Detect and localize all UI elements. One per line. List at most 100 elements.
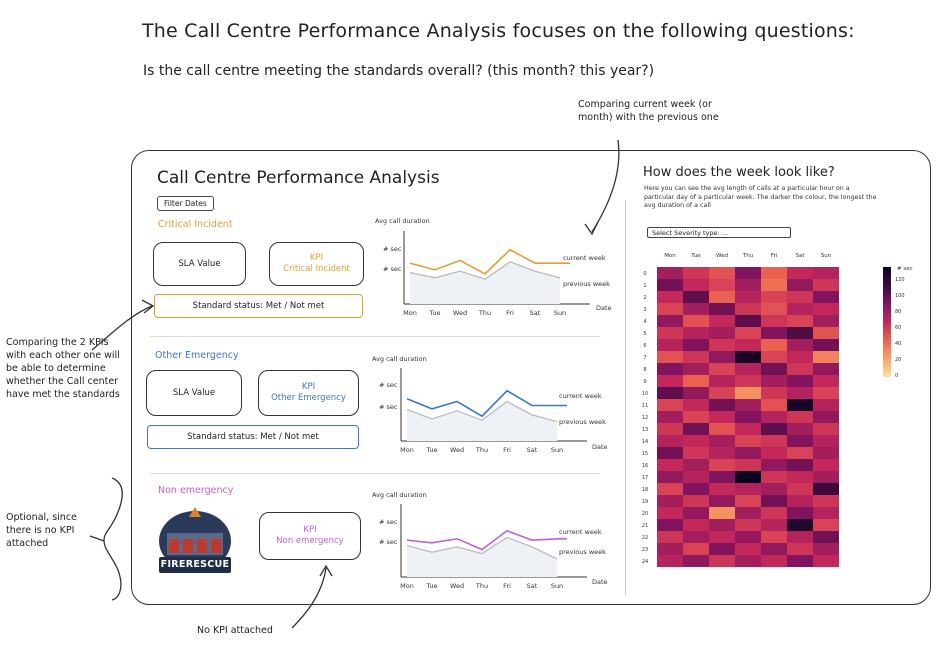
legend-previous-non-emergency: previous week <box>559 548 606 556</box>
heatmap-cell <box>761 519 787 531</box>
heatmap-cell <box>813 399 839 411</box>
heatmap-hour-label: 2 <box>643 295 646 301</box>
heatmap-cell <box>787 519 813 531</box>
chart-title-other: Avg call duration <box>372 355 427 363</box>
heatmap-description: Here you can see the avg length of calls… <box>644 185 877 209</box>
sla-value-label: SLA Value <box>172 387 216 398</box>
heatmap-hour-label: 0 <box>643 271 646 277</box>
legend-current-non-emergency: current week <box>559 528 602 536</box>
severity-select-label: Select Severity type: ... <box>652 229 729 237</box>
y-label-bottom-critical: # sec <box>383 265 402 273</box>
heatmap-cell <box>735 495 761 507</box>
heatmap-cell <box>683 459 709 471</box>
previous-week-area <box>407 537 557 577</box>
heatmap-hour-label: 16 <box>642 463 648 469</box>
heatmap-cell <box>813 279 839 291</box>
heatmap-cell <box>813 459 839 471</box>
heatmap-cell <box>761 267 787 279</box>
section-title-critical: Critical Incident <box>158 219 233 230</box>
heatmap-cell <box>761 459 787 471</box>
heatmap-cell <box>813 447 839 459</box>
heatmap-legend-tick: 40 <box>895 341 901 347</box>
heatmap-cell <box>683 423 709 435</box>
kpi-label: KPI <box>309 253 324 263</box>
x-axis-label-critical: Date <box>596 304 612 312</box>
severity-select[interactable]: Select Severity type: ... <box>647 227 791 238</box>
heatmap-day-label: Fri <box>771 253 778 259</box>
heatmap-cell <box>735 531 761 543</box>
heatmap-hour-label: 15 <box>642 451 648 457</box>
heatmap-cell <box>683 267 709 279</box>
heatmap-cell <box>657 555 683 567</box>
heatmap-cell <box>709 459 735 471</box>
x-tick-label: Sun <box>551 582 563 590</box>
heatmap-cell <box>709 279 735 291</box>
heatmap-cell <box>657 435 683 447</box>
note-optional: Optional, since there is no KPI attached <box>6 512 77 549</box>
heatmap-cell <box>683 363 709 375</box>
heatmap-cell <box>709 303 735 315</box>
x-tick-label: Sun <box>554 309 566 317</box>
heatmap-cell <box>787 447 813 459</box>
heatmap-cell <box>683 531 709 543</box>
note-no-kpi: No KPI attached <box>197 625 273 636</box>
x-tick-label: Sat <box>530 309 541 317</box>
heatmap-cell <box>735 447 761 459</box>
heatmap-cell <box>813 483 839 495</box>
heatmap-cell <box>813 435 839 447</box>
heatmap-cell <box>787 495 813 507</box>
heatmap-day-label: Sun <box>821 253 832 259</box>
heatmap-legend-tick: 0 <box>895 373 898 379</box>
heatmap-cell <box>709 327 735 339</box>
heatmap-hour-label: 18 <box>642 487 648 493</box>
heatmap-cell <box>735 471 761 483</box>
heatmap-cell <box>683 315 709 327</box>
heatmap-cell <box>761 327 787 339</box>
heatmap-cell <box>787 327 813 339</box>
heatmap-cell <box>709 375 735 387</box>
previous-week-line <box>406 400 558 423</box>
heatmap-legend-tick: 60 <box>895 325 901 331</box>
heatmap-cell <box>761 435 787 447</box>
arrow-head-no-kpi <box>319 564 333 577</box>
heatmap-cell <box>683 471 709 483</box>
note-compare-week: Comparing current week (or month) with t… <box>578 99 719 123</box>
heatmap-cell <box>813 291 839 303</box>
heatmap-cell <box>683 399 709 411</box>
heatmap-cell <box>657 423 683 435</box>
section-title-other: Other Emergency <box>155 350 239 361</box>
heatmap-cell <box>761 375 787 387</box>
heatmap-cell <box>735 267 761 279</box>
previous-week-line <box>406 536 558 560</box>
filter-dates-button[interactable]: Filter Dates <box>157 196 214 211</box>
heatmap-cell <box>787 543 813 555</box>
heatmap-cell <box>787 399 813 411</box>
legend-previous-other: previous week <box>559 418 606 426</box>
section-divider <box>150 473 600 474</box>
heatmap-day-label: Thu <box>742 253 753 259</box>
x-tick-label: Wed <box>453 309 467 317</box>
y-label-top-critical: # sec <box>383 245 402 253</box>
heatmap-cell <box>761 315 787 327</box>
heatmap-cell <box>813 519 839 531</box>
dashboard-frame <box>131 150 931 605</box>
heatmap-cell <box>683 507 709 519</box>
heatmap-cell <box>787 423 813 435</box>
heatmap-cell <box>709 267 735 279</box>
heatmap-cell <box>683 447 709 459</box>
x-tick-label: Tue <box>428 309 440 317</box>
fire-rescue-logo: FIRERESCUE <box>155 503 235 585</box>
heatmap-day-label: Wed <box>716 253 728 259</box>
heatmap-cell <box>657 531 683 543</box>
heatmap-hour-label: 11 <box>642 403 648 409</box>
heatmap-cell <box>787 315 813 327</box>
heatmap-cell <box>735 507 761 519</box>
heatmap-day-label: Sat <box>795 253 805 259</box>
x-tick-label: Fri <box>503 446 511 454</box>
heatmap-cell <box>709 315 735 327</box>
x-tick-label: Wed <box>450 582 464 590</box>
heatmap-cell <box>735 459 761 471</box>
heatmap-cell <box>709 495 735 507</box>
heatmap-cell <box>735 387 761 399</box>
